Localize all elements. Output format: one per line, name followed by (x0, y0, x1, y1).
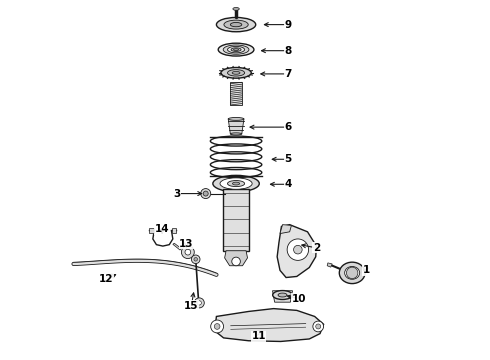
Polygon shape (215, 309, 323, 342)
Ellipse shape (231, 48, 241, 51)
Bar (231, 181, 241, 189)
Ellipse shape (233, 8, 239, 10)
Ellipse shape (278, 293, 287, 297)
Ellipse shape (213, 175, 259, 192)
Text: 7: 7 (284, 69, 292, 79)
Circle shape (313, 321, 323, 332)
Circle shape (197, 301, 201, 305)
Ellipse shape (218, 43, 254, 56)
Bar (230, 82, 242, 105)
Text: 11: 11 (251, 332, 266, 342)
Ellipse shape (227, 46, 245, 53)
Text: 14: 14 (155, 224, 170, 234)
Polygon shape (280, 225, 292, 234)
Ellipse shape (227, 69, 245, 76)
Ellipse shape (224, 20, 248, 29)
Polygon shape (327, 263, 332, 267)
Circle shape (203, 191, 208, 196)
Bar (223, 189, 249, 251)
Ellipse shape (223, 45, 249, 54)
Circle shape (181, 246, 194, 258)
Ellipse shape (227, 180, 245, 186)
Ellipse shape (230, 22, 242, 27)
Polygon shape (173, 243, 181, 250)
Polygon shape (228, 119, 244, 134)
Text: 6: 6 (284, 122, 292, 132)
Text: 10: 10 (292, 294, 306, 303)
Text: 15: 15 (184, 301, 198, 311)
Ellipse shape (228, 117, 244, 120)
Text: 12: 12 (98, 274, 113, 284)
Circle shape (294, 246, 302, 254)
Ellipse shape (272, 291, 293, 300)
Ellipse shape (344, 266, 360, 279)
Circle shape (211, 320, 223, 333)
Text: 13: 13 (179, 239, 194, 249)
Text: 9: 9 (284, 19, 292, 30)
Circle shape (194, 257, 197, 261)
Ellipse shape (217, 18, 256, 32)
Polygon shape (277, 225, 317, 278)
Ellipse shape (339, 262, 365, 284)
Circle shape (194, 298, 204, 308)
Circle shape (287, 239, 309, 260)
Circle shape (192, 255, 200, 264)
Circle shape (214, 324, 220, 329)
Circle shape (185, 249, 191, 255)
Bar (149, 228, 153, 233)
Ellipse shape (220, 178, 252, 189)
Polygon shape (272, 291, 293, 302)
Text: 2: 2 (313, 243, 320, 253)
Text: 4: 4 (284, 179, 292, 189)
Ellipse shape (234, 49, 239, 50)
Text: 3: 3 (173, 189, 181, 199)
Circle shape (201, 189, 211, 199)
Circle shape (316, 324, 321, 329)
Text: 8: 8 (284, 46, 292, 56)
Text: 5: 5 (284, 154, 292, 164)
Ellipse shape (232, 71, 240, 74)
Circle shape (346, 267, 358, 279)
Ellipse shape (221, 67, 251, 78)
Polygon shape (224, 251, 247, 266)
Bar (172, 228, 176, 233)
Circle shape (232, 257, 241, 266)
Text: 1: 1 (363, 265, 370, 275)
Ellipse shape (230, 133, 242, 135)
Ellipse shape (232, 182, 240, 185)
